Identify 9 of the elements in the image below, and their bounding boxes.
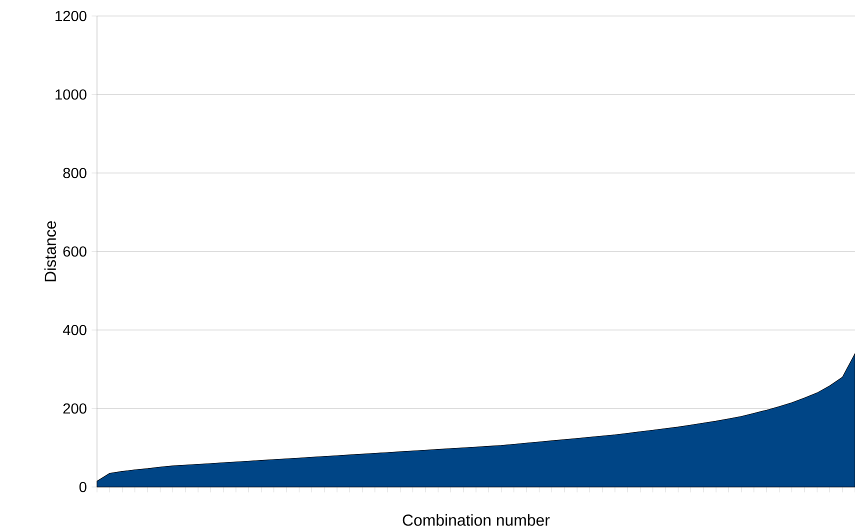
x-axis-title: Combination number	[402, 514, 550, 526]
y-tick-label: 0	[79, 482, 86, 492]
y-tick-label: 1200	[56, 10, 86, 22]
y-tick-label: 400	[62, 324, 86, 336]
y-tick-label: 1000	[56, 89, 86, 100]
y-tick-label: 800	[63, 168, 86, 178]
y-tick-label: 200	[63, 403, 86, 414]
y-axis-title: Distance	[44, 221, 56, 282]
y-tick-label: 600	[63, 246, 86, 257]
